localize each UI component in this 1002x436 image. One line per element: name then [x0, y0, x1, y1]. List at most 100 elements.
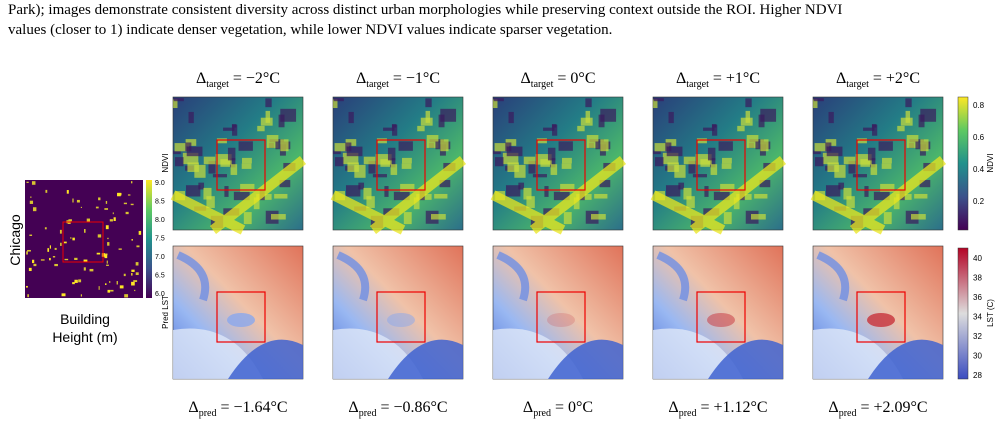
ndvi-patch	[653, 150, 661, 155]
lst-roi-heat	[867, 313, 895, 327]
ndvi-patch	[494, 143, 510, 152]
symbol: Δ	[523, 399, 533, 416]
ndvi-patch	[401, 163, 412, 169]
ndvi-patch	[707, 147, 716, 161]
ndvi-patch	[834, 164, 846, 178]
ndvi-patch	[212, 174, 227, 178]
ndvi-patch	[230, 164, 238, 175]
ndvi-patch	[873, 191, 890, 201]
ndvi-patch	[345, 139, 357, 146]
colorbar-tick-label: 0.2	[973, 197, 985, 206]
ndvi-patch	[864, 186, 869, 197]
ndvi-patch	[398, 141, 413, 151]
ndvi-patch	[825, 185, 841, 197]
lst-cool	[656, 251, 690, 302]
building-pixel	[86, 218, 90, 222]
symbol: Δ	[668, 399, 678, 416]
ndvi-patch	[242, 157, 252, 164]
subscript: pred	[679, 408, 697, 419]
ndvi-patch	[863, 127, 875, 131]
ndvi-patch	[577, 125, 585, 132]
ndvi-patch	[333, 150, 341, 155]
ndvi-patch	[878, 141, 893, 151]
value: = 0°C	[553, 70, 595, 87]
ndvi-patch	[434, 193, 448, 199]
building-pixel	[105, 225, 109, 230]
ndvi-patch	[585, 98, 592, 108]
ndvi-patch	[440, 139, 449, 152]
building-pixel	[70, 237, 72, 239]
ndvi-patch	[688, 160, 696, 174]
ndvi-patch	[536, 138, 547, 144]
ndvi-patch	[208, 160, 216, 174]
building-pixel	[135, 272, 139, 276]
pred-label: Δpred = +2.09°C	[828, 399, 927, 419]
ndvi-patch	[241, 163, 252, 169]
ndvi-patch	[678, 182, 685, 190]
building-pixel	[134, 289, 136, 292]
column-header: Δtarget = +2°C	[836, 70, 920, 90]
ndvi-patch	[375, 154, 392, 165]
ndvi-patch	[563, 212, 572, 225]
ndvi-patch	[813, 99, 818, 109]
ndvi-patch	[392, 124, 398, 136]
ndvi-patch	[737, 125, 745, 132]
ndvi-patch	[882, 157, 892, 164]
building-pixel	[28, 267, 32, 272]
ndvi-patch	[383, 127, 395, 131]
ndvi-patch	[233, 191, 250, 201]
colorbar-tick-label: 8.5	[155, 199, 165, 206]
ndvi-patch	[692, 174, 707, 178]
ndvi-patch	[825, 139, 837, 146]
building-pixel	[72, 237, 75, 241]
ndvi-patch	[674, 164, 686, 178]
value: = −1.64°C	[216, 399, 287, 416]
colorbar-tick-label: 6.5	[155, 273, 165, 280]
ndvi-patch	[400, 183, 415, 192]
ndvi-patch	[493, 99, 498, 109]
ndvi-patch	[696, 138, 707, 144]
building-map	[25, 180, 143, 298]
ndvi-patch	[709, 158, 716, 168]
ndvi-patch	[508, 111, 514, 124]
building-pixel	[104, 208, 109, 210]
ndvi-patch	[843, 156, 856, 165]
ndvi-patch	[243, 212, 252, 225]
row-label: NDVI	[161, 153, 170, 172]
ndvi-patch	[560, 183, 575, 192]
ndvi-patch	[852, 174, 867, 178]
ndvi-patch	[662, 152, 679, 165]
building-pixel	[64, 258, 69, 261]
colorbar-tick-label: 0.4	[973, 165, 985, 174]
ndvi-patch	[880, 183, 895, 192]
roi-box	[216, 139, 266, 191]
ndvi-patch	[813, 150, 821, 155]
building-pixel	[107, 242, 110, 246]
building-pixel	[66, 190, 69, 194]
colorbar-label: NDVI	[986, 153, 995, 172]
ndvi-patch	[430, 214, 446, 220]
roi-box	[216, 291, 266, 343]
ndvi-patch	[561, 163, 572, 169]
lst-cool	[496, 251, 530, 302]
ndvi-patch	[826, 146, 843, 157]
colorbar-tick-label: 38	[973, 274, 982, 283]
ndvi-patch	[552, 124, 558, 136]
ndvi-patch	[186, 146, 203, 157]
building-pixel	[138, 230, 142, 235]
value: = −2°C	[229, 70, 280, 87]
lst-cool	[548, 339, 623, 379]
ndvi-patch	[345, 185, 361, 197]
building-pixel	[31, 181, 36, 185]
building-pixel	[123, 273, 126, 277]
ndvi-patch	[828, 111, 834, 124]
symbol: Δ	[188, 399, 198, 416]
building-pixel	[59, 229, 62, 234]
ndvi-patch	[333, 99, 338, 109]
symbol: Δ	[356, 70, 366, 87]
building-pixel	[27, 294, 29, 298]
value: = +2°C	[869, 70, 920, 87]
ndvi-patch	[905, 98, 912, 108]
building-pixel	[74, 279, 78, 283]
